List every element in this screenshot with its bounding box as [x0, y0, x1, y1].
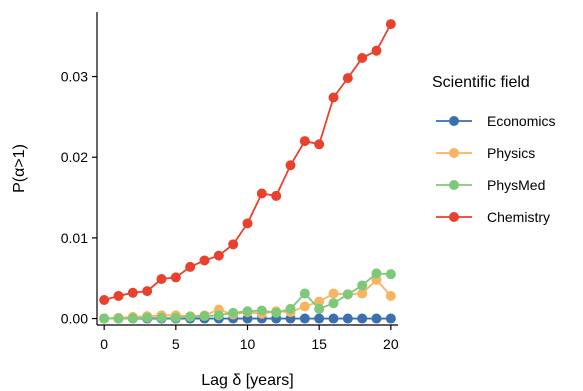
axes [97, 12, 398, 325]
data-point [200, 255, 210, 265]
legend-label: PhysMed [487, 177, 545, 193]
data-point [300, 289, 310, 299]
legend-key-point [449, 180, 459, 190]
data-point [185, 312, 195, 322]
data-point [157, 313, 167, 323]
x-axis-title: Lag δ [years] [201, 372, 294, 389]
data-point [386, 269, 396, 279]
data-point [314, 304, 324, 314]
legend-label: Physics [487, 145, 535, 161]
data-point [243, 218, 253, 228]
data-point [142, 286, 152, 296]
data-point [271, 191, 281, 201]
data-point [357, 314, 367, 324]
data-point [128, 288, 138, 298]
y-tick-label: 0.01 [61, 230, 88, 246]
data-point [329, 93, 339, 103]
y-tick-label: 0.00 [61, 311, 88, 327]
data-point [171, 313, 181, 323]
y-tick-label: 0.03 [61, 69, 88, 85]
data-point [257, 189, 267, 199]
data-point [300, 314, 310, 324]
data-point [343, 289, 353, 299]
data-point [314, 139, 324, 149]
data-point [157, 274, 167, 284]
data-point [99, 314, 109, 324]
data-point [214, 310, 224, 320]
legend-item: Economics [436, 113, 555, 129]
legend-label: Chemistry [487, 209, 550, 225]
data-point [372, 314, 382, 324]
legend-item: PhysMed [436, 177, 545, 193]
data-point [243, 306, 253, 316]
data-point [214, 251, 224, 261]
data-point [228, 239, 238, 249]
data-point [357, 280, 367, 290]
data-point [142, 313, 152, 323]
data-point [386, 291, 396, 301]
x-tick-label: 0 [100, 336, 108, 352]
data-point [329, 289, 339, 299]
data-point [386, 19, 396, 29]
data-point [200, 311, 210, 321]
data-point [286, 304, 296, 314]
plot-area [99, 19, 396, 323]
legend: Scientific field Economics Physics PhysMed… [432, 74, 555, 225]
x-tick-label: 20 [383, 336, 399, 352]
data-point [372, 46, 382, 56]
x-axis-ticks: 0 5 10 15 20 [100, 325, 399, 352]
data-point [171, 272, 181, 282]
legend-title: Scientific field [432, 74, 530, 91]
data-point [314, 314, 324, 324]
data-point [329, 314, 339, 324]
legend-key-point [449, 148, 459, 158]
data-point [99, 295, 109, 305]
series-line [104, 24, 391, 300]
legend-key-point [449, 212, 459, 222]
legend-key-point [449, 116, 459, 126]
y-axis-title: P(α>1) [11, 144, 28, 193]
data-point [386, 314, 396, 324]
data-point [228, 308, 238, 318]
data-point [286, 160, 296, 170]
data-point [114, 314, 124, 324]
x-tick-label: 5 [172, 336, 180, 352]
legend-label: Economics [487, 113, 555, 129]
data-point [329, 298, 339, 308]
y-tick-label: 0.02 [61, 149, 88, 165]
data-point [300, 301, 310, 311]
data-point [343, 314, 353, 324]
series-chemistry [99, 19, 396, 305]
legend-item: Chemistry [436, 209, 550, 225]
data-point [185, 262, 195, 272]
x-tick-label: 15 [311, 336, 327, 352]
data-point [271, 308, 281, 318]
data-point [372, 268, 382, 278]
data-point [343, 73, 353, 83]
data-point [128, 314, 138, 324]
data-point [357, 53, 367, 63]
legend-item: Physics [436, 145, 535, 161]
data-point [257, 305, 267, 315]
x-tick-label: 10 [240, 336, 256, 352]
y-axis-ticks: 0.00 0.01 0.02 0.03 [61, 69, 97, 327]
data-point [114, 291, 124, 301]
data-point [300, 136, 310, 146]
